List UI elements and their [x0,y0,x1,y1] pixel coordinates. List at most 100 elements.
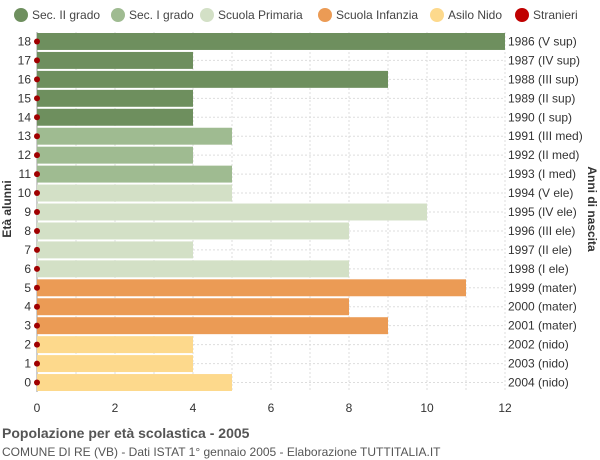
bar-age-11 [37,165,232,183]
stranieri-marker [34,38,40,45]
year-tick-label: 1990 (I sup) [508,110,572,124]
age-tick-label: 14 [18,110,32,124]
age-tick-label: 12 [18,148,32,162]
x-tick-label: 4 [190,401,197,415]
chart: Sec. II grado Sec. I grado Scuola Primaria… [0,8,599,415]
bar-age-1 [37,355,193,373]
stranieri-markers [34,38,40,386]
year-tick-label: 2001 (mater) [508,319,577,333]
stranieri-marker [34,341,40,348]
stranieri-marker [34,246,40,253]
year-tick-label: 1989 (II sup) [508,91,575,105]
bar-age-18 [37,33,505,50]
bar-age-14 [37,108,193,126]
legend-label-1: Sec. I grado [129,8,194,22]
y-axis-title-right: Anni di nascita [585,166,599,252]
bar-age-10 [37,184,232,202]
age-tick-label: 18 [18,34,32,48]
legend-label-3: Scuola Infanzia [336,8,418,22]
stranieri-marker [34,76,40,83]
age-tick-label: 5 [24,281,31,295]
year-tick-label: 1994 (V ele) [508,186,573,200]
bar-age-2 [37,336,193,354]
bar-age-12 [37,146,193,164]
year-tick-label: 1993 (I med) [508,167,576,181]
legend: Sec. II grado Sec. I grado Scuola Primaria… [14,8,578,22]
year-tick-label: 2002 (nido) [508,338,569,352]
year-tick-label: 1997 (II ele) [508,243,572,257]
year-tick-label: 1995 (IV ele) [508,205,577,219]
y-axis-title-left: Età alunni [0,180,14,237]
bars [37,33,505,391]
stranieri-marker [34,303,40,310]
bar-age-16 [37,70,388,88]
stranieri-marker [34,190,40,197]
stranieri-marker [34,265,40,272]
year-tick-label: 1987 (IV sup) [508,53,580,67]
age-tick-label: 6 [24,262,31,276]
stranieri-marker [34,209,40,215]
year-tick-label: 1988 (III sup) [508,72,579,86]
x-tick-label: 0 [34,401,41,415]
bar-age-15 [37,89,193,107]
bar-age-4 [37,298,349,316]
age-tick-label: 2 [24,338,31,352]
year-tick-label: 1992 (II med) [508,148,579,162]
age-tick-label: 17 [18,53,32,67]
age-tick-label: 16 [18,72,32,86]
age-tick-label: 8 [24,224,31,238]
bar-age-0 [37,374,232,391]
age-tick-label: 0 [24,376,31,390]
legend-swatch-4 [430,8,444,22]
stranieri-marker [34,227,40,234]
legend-swatch-3 [318,8,332,22]
stranieri-marker [34,322,40,329]
age-tick-label: 11 [19,167,32,181]
x-tick-label: 12 [498,401,512,415]
bar-age-3 [37,317,388,335]
age-tick-label: 7 [24,243,31,257]
bar-age-6 [37,260,349,278]
stranieri-marker [34,95,40,102]
birth-year-axis: 1986 (V sup) 1987 (IV sup) 1988 (III sup) 1… [508,34,583,389]
legend-label-2: Scuola Primaria [218,8,303,22]
bar-age-7 [37,241,193,259]
year-tick-label: 1996 (III ele) [508,224,575,238]
stranieri-marker [34,171,40,178]
age-tick-label: 10 [18,186,32,200]
bar-age-5 [37,279,466,297]
x-tick-label: 2 [112,401,119,415]
age-tick-label: 1 [24,357,31,371]
legend-label-4: Asilo Nido [448,8,502,22]
chart-source: COMUNE DI RE (VB) - Dati ISTAT 1° gennai… [2,445,441,459]
stranieri-marker [34,284,40,291]
legend-label-0: Sec. II grado [32,8,100,22]
stranieri-marker [34,133,40,140]
stranieri-marker [34,152,40,159]
x-tick-label: 10 [420,401,434,415]
bar-age-9 [37,203,427,221]
age-tick-label: 13 [18,129,32,143]
legend-swatch-2 [200,8,214,22]
x-tick-label: 6 [268,401,275,415]
stranieri-marker [34,360,40,367]
year-tick-label: 2000 (mater) [508,300,577,314]
age-tick-label: 4 [24,300,31,314]
legend-label-5: Stranieri [533,8,578,22]
x-axis: 0 2 4 6 8 10 12 [34,401,512,415]
legend-swatch-5 [515,8,529,22]
bar-age-8 [37,222,349,240]
year-tick-label: 2004 (nido) [508,376,569,390]
year-tick-label: 1998 (I ele) [508,262,569,276]
year-tick-label: 1991 (III med) [508,129,583,143]
year-tick-label: 2003 (nido) [508,357,569,371]
chart-title: Popolazione per età scolastica - 2005 [2,425,250,441]
age-tick-label: 15 [18,91,32,105]
bar-age-17 [37,51,193,69]
bar-age-13 [37,127,232,145]
stranieri-marker [34,379,40,386]
legend-swatch-1 [111,8,125,22]
stranieri-marker [34,57,40,64]
age-tick-label: 9 [24,205,31,219]
